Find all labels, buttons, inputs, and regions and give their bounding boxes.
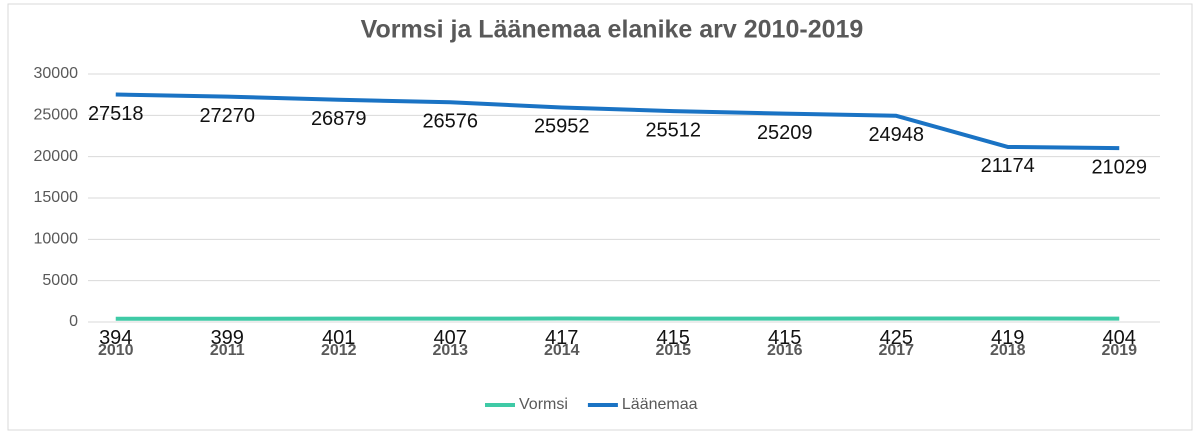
data-label: 26576 (422, 111, 478, 133)
x-tick-label: 2014 (544, 342, 580, 359)
data-label: 404 (1103, 327, 1136, 349)
y-tick-label: 5000 (42, 272, 78, 289)
data-label: 415 (657, 327, 690, 349)
data-label: 399 (211, 327, 244, 349)
series-line (115, 92, 1120, 151)
data-label: 24948 (868, 124, 924, 146)
x-tick-label: 2018 (990, 342, 1026, 359)
x-tick-label: 2012 (321, 342, 357, 359)
y-tick-label: 25000 (34, 107, 79, 124)
data-label: 394 (99, 327, 132, 349)
data-label: 419 (991, 327, 1024, 349)
data-label: 25512 (645, 119, 701, 141)
x-tick-label: 2016 (767, 342, 803, 359)
data-label: 27270 (199, 105, 255, 127)
y-tick-label: 0 (69, 313, 78, 330)
x-tick-label: 2010 (98, 342, 134, 359)
x-tick-label: 2013 (432, 342, 468, 359)
legend-label: Vormsi (519, 396, 568, 413)
data-label: 21174 (981, 155, 1035, 177)
x-tick-label: 2017 (878, 342, 914, 359)
data-label: 415 (768, 327, 801, 349)
y-tick-label: 30000 (34, 65, 79, 82)
chart-frame (7, 3, 1193, 431)
data-label: 25952 (534, 116, 590, 138)
legend-label: Läänemaa (622, 396, 698, 413)
data-label: 401 (322, 327, 355, 349)
data-label: 407 (434, 327, 467, 349)
x-tick-label: 2011 (210, 342, 245, 359)
data-label: 25209 (757, 122, 813, 144)
y-tick-label: 10000 (34, 231, 79, 248)
data-label: 21029 (1091, 156, 1147, 178)
data-label: 417 (545, 327, 578, 349)
y-tick-label: 20000 (34, 148, 79, 165)
x-tick-label: 2015 (655, 342, 691, 359)
data-label: 425 (880, 327, 913, 349)
chart-title: Vormsi ja Läänemaa elanike arv 2010-2019 (361, 16, 864, 44)
data-label: 26879 (311, 108, 367, 130)
data-label: 27518 (88, 103, 144, 125)
y-tick-label: 15000 (34, 189, 79, 206)
x-tick-label: 2019 (1101, 342, 1137, 359)
